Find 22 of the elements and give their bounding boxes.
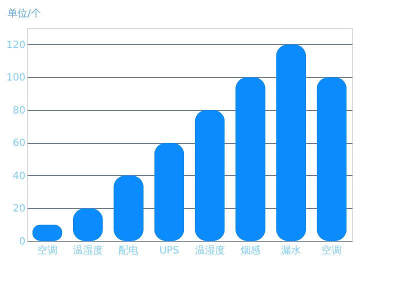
x-tick-label: UPS (159, 246, 180, 256)
y-tick-label: 100 (6, 72, 26, 84)
x-tick-label: 配电 (118, 244, 139, 256)
y-tick-label: 40 (12, 170, 26, 182)
bar (194, 110, 225, 241)
x-tick-label: 漏水 (281, 244, 302, 256)
bar (114, 175, 144, 241)
y-tick-label: 0 (19, 236, 26, 248)
bar (235, 77, 266, 241)
x-tick-label: 烟感 (240, 244, 260, 256)
x-tick-label: 空调 (37, 244, 58, 256)
y-tick-label: 80 (12, 105, 26, 116)
bar (154, 142, 184, 241)
y-tick-label: 120 (6, 40, 26, 51)
bar (276, 44, 306, 241)
y-tick-label: 60 (12, 138, 26, 150)
y-axis-title: 单位/个 (8, 8, 41, 20)
y-tick-label: 20 (12, 204, 26, 215)
x-tick-label: 温湿度 (72, 244, 103, 256)
bar (316, 77, 347, 241)
x-tick-label: 温湿度 (194, 244, 225, 256)
x-tick-label: 空调 (322, 244, 342, 256)
